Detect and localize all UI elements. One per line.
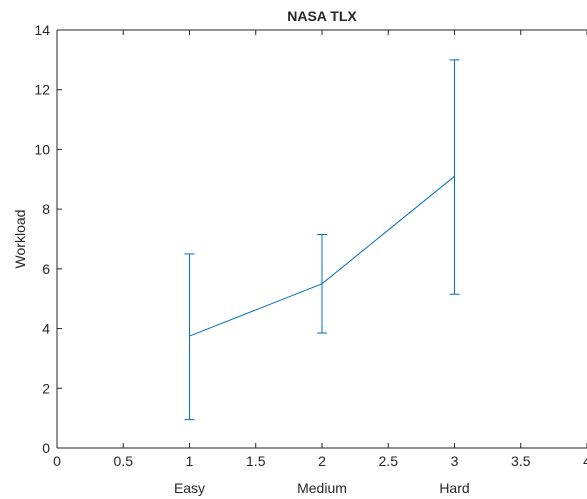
y-tick-label: 12 (34, 82, 50, 98)
category-label: Hard (439, 480, 469, 496)
y-axis-label: Workload (12, 210, 28, 269)
y-tick-label: 4 (42, 321, 50, 337)
x-tick-label: 1.5 (246, 453, 266, 469)
x-tick-label: 4 (583, 453, 587, 469)
y-tick-label: 2 (42, 380, 50, 396)
y-tick-label: 0 (42, 440, 50, 456)
x-tick-label: 2 (318, 453, 326, 469)
x-tick-label: 3 (451, 453, 459, 469)
x-tick-label: 2.5 (379, 453, 399, 469)
y-tick-label: 6 (42, 261, 50, 277)
chart-marks (184, 59, 460, 421)
chart-title: NASA TLX (287, 8, 357, 24)
axes: 0 0.5 1 1.5 2 2.5 3 3.5 4 0 2 4 6 8 10 12 14 Easy Medium Ha… (34, 22, 587, 496)
y-tick-label: 10 (34, 141, 50, 157)
y-tick-label: 8 (42, 201, 50, 217)
y-tick-label: 14 (34, 22, 50, 38)
x-tick-label: 0 (53, 453, 61, 469)
x-tick-label: 1 (186, 453, 194, 469)
category-label: Easy (174, 480, 205, 496)
x-tick-label: 3.5 (511, 453, 531, 469)
category-label: Medium (297, 480, 347, 496)
x-tick-label: 0.5 (114, 453, 134, 469)
